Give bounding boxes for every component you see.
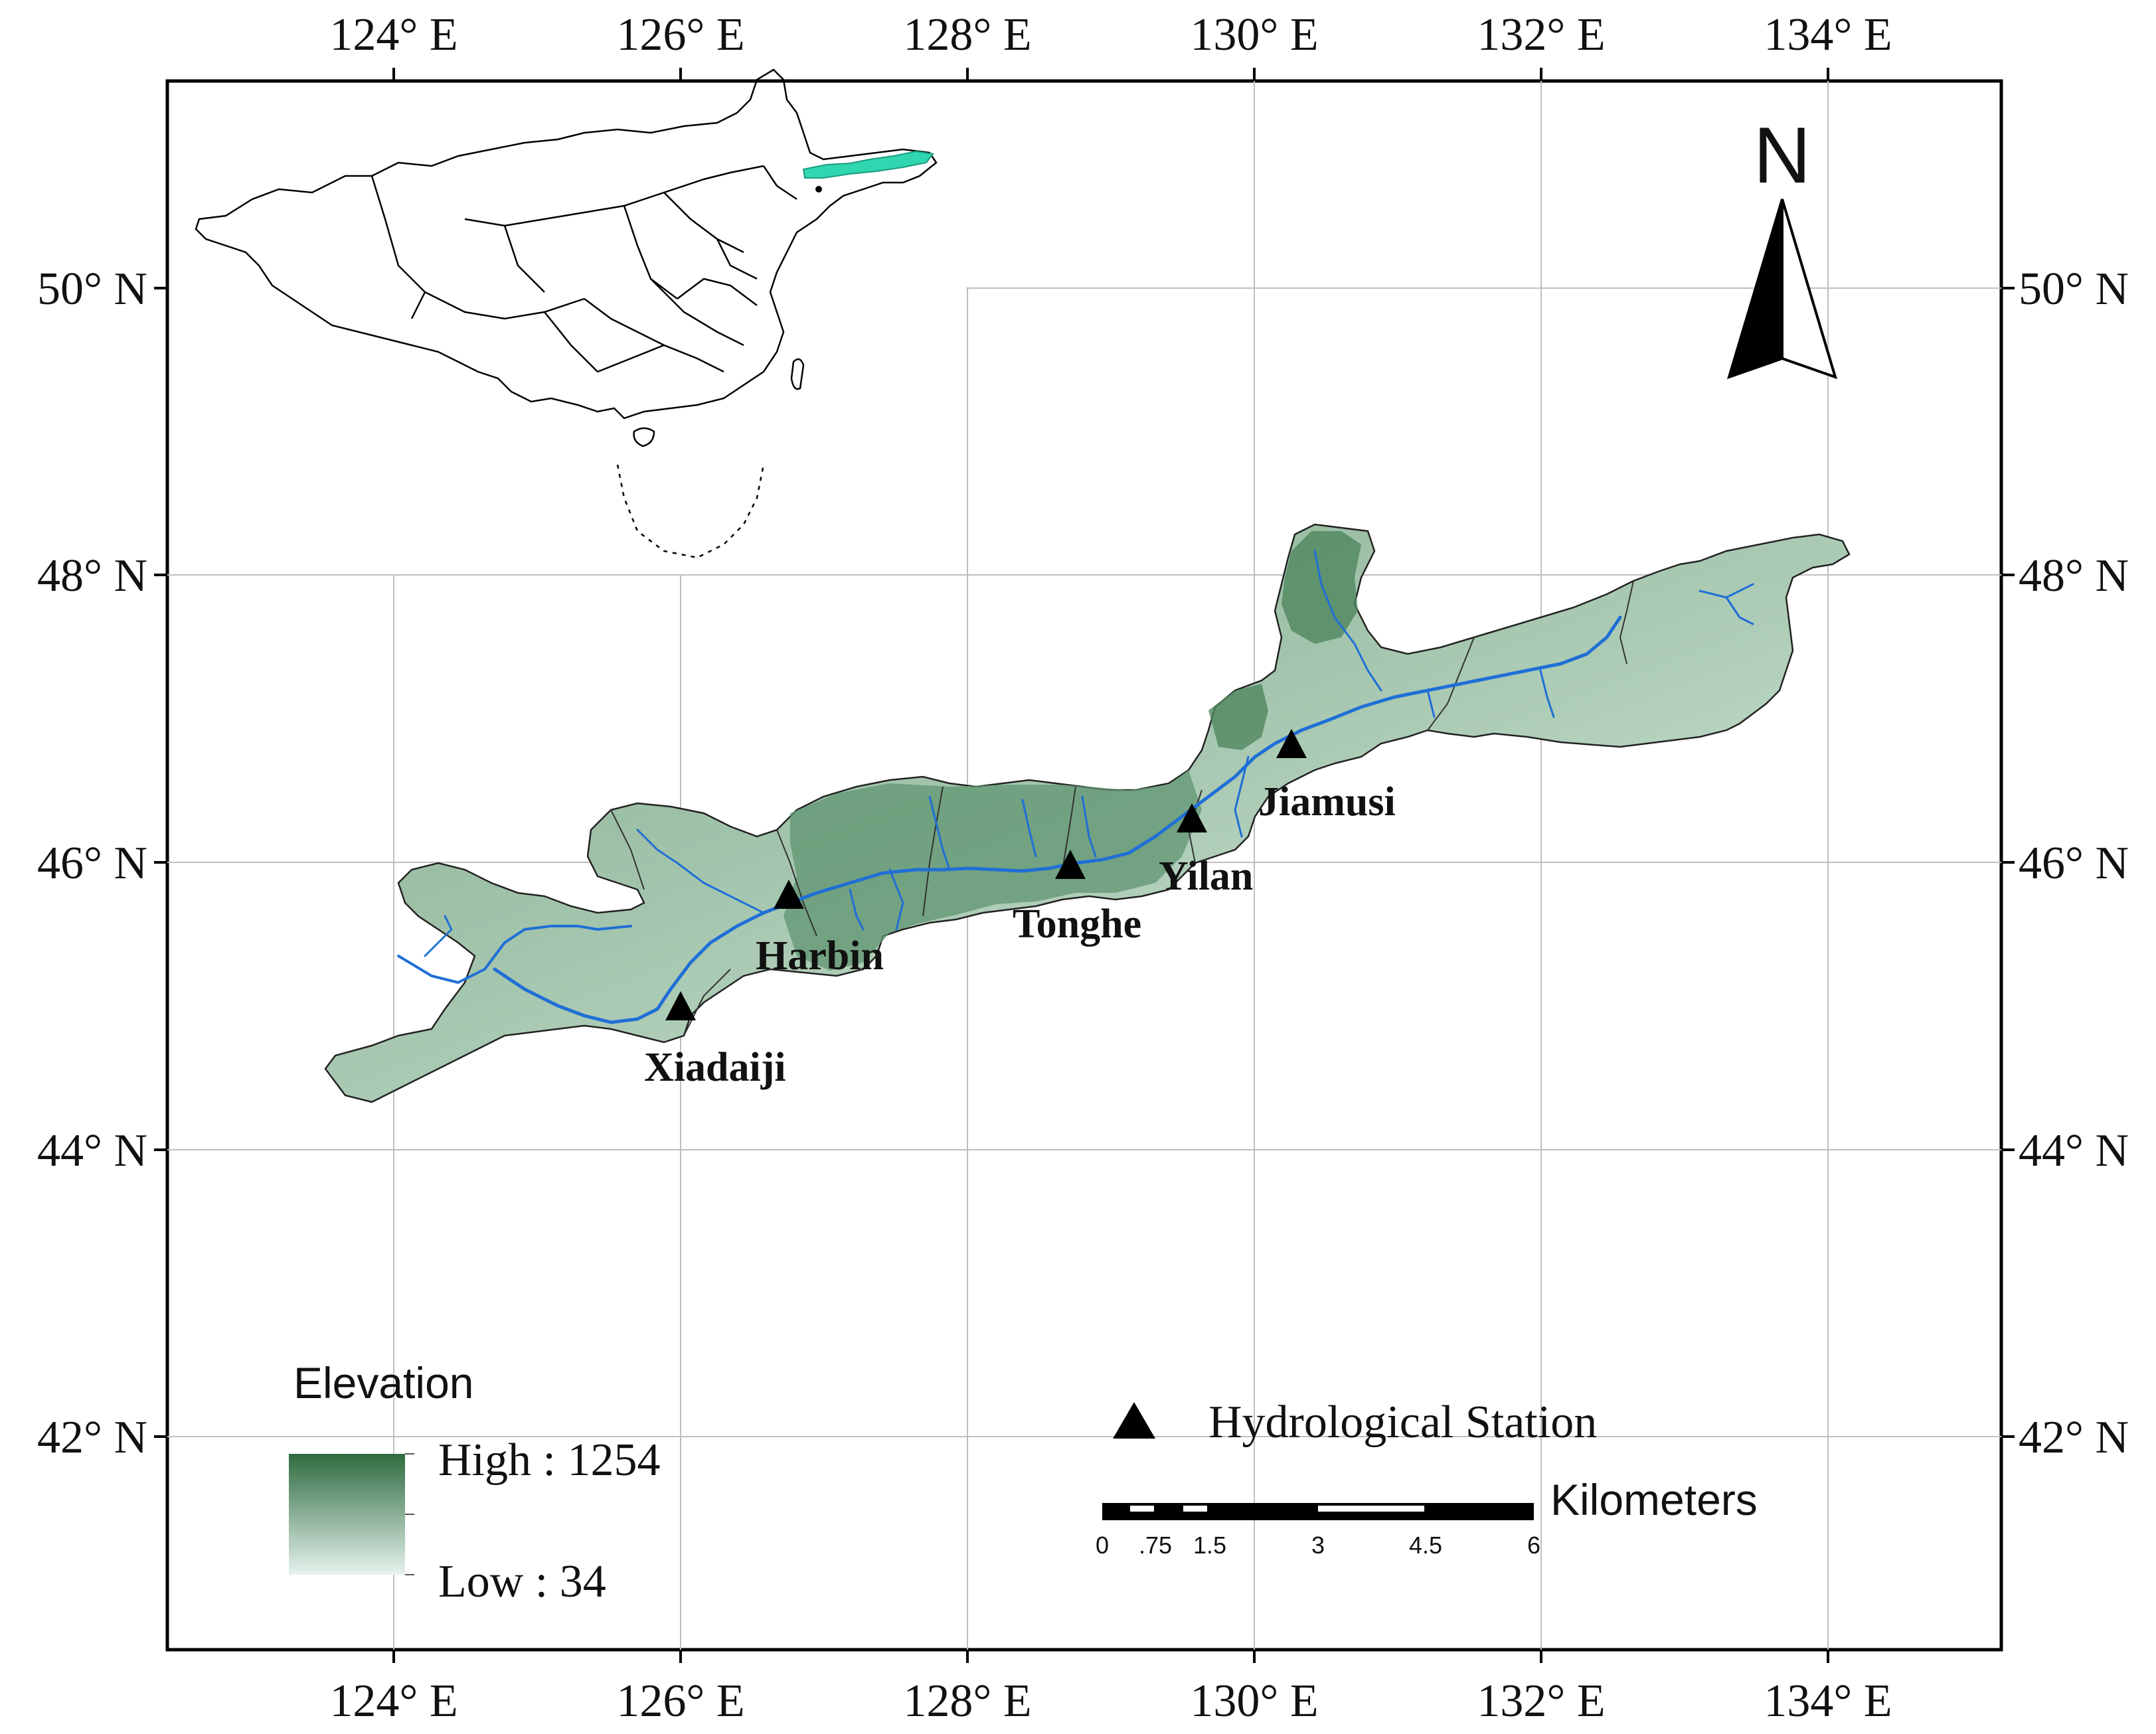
lon-label-124-top: 124° E xyxy=(329,9,457,60)
tributary-nen xyxy=(397,925,632,984)
scale-bar: Kilometers 0 .75 1.5 3 4.5 6 xyxy=(1096,1475,1758,1559)
station-marker-jiamusi xyxy=(1276,729,1307,758)
stations: Xiadaiji Harbin Tonghe Yilan Jiamusi xyxy=(644,729,1396,1090)
scale-tick-1: .75 xyxy=(1139,1532,1172,1559)
tributary-mudan xyxy=(849,868,904,931)
inset-china-outline xyxy=(195,68,938,420)
north-arrow: N xyxy=(1726,111,1838,380)
scale-bar-unit: Kilometers xyxy=(1550,1475,1758,1524)
river-network xyxy=(397,550,1754,1024)
frame-ticks xyxy=(154,68,2015,1663)
lon-label-128-bottom: 128° E xyxy=(903,1676,1031,1727)
elevation-gradient-swatch xyxy=(289,1454,405,1575)
inset-province-lines xyxy=(371,165,797,373)
inset-south-sea-islands xyxy=(616,464,765,559)
basin-mountains-mid xyxy=(1208,684,1268,750)
elevation-legend: Elevation High : 1254 Low : 34 xyxy=(289,1358,660,1607)
inset-basin-highlight xyxy=(802,150,934,179)
lat-label-50-left: 50° N xyxy=(37,264,147,315)
station-marker-yilan xyxy=(1177,803,1207,832)
lon-label-130-bottom: 130° E xyxy=(1190,1676,1318,1727)
scale-tick-0: 0 xyxy=(1096,1532,1109,1559)
station-label-harbin: Harbin xyxy=(756,933,884,979)
tributary-lower xyxy=(1234,755,1250,838)
lon-labels-bottom: 124° E 126° E 128° E 130° E 132° E 134° … xyxy=(329,1676,1892,1727)
scale-tick-3: 3 xyxy=(1311,1532,1325,1559)
lon-label-128-top: 128° E xyxy=(903,9,1031,60)
station-label-jiamusi: Jiamusi xyxy=(1258,779,1396,825)
elevation-legend-title: Elevation xyxy=(293,1358,474,1407)
station-legend-label: Hydrological Station xyxy=(1208,1397,1597,1448)
station-legend-icon xyxy=(1113,1402,1155,1439)
station-marker-harbin xyxy=(774,880,804,909)
station-label-tonghe: Tonghe xyxy=(1013,902,1141,947)
lat-label-44-left: 44° N xyxy=(37,1125,147,1176)
tributary-tangwang xyxy=(928,795,1097,871)
basin-mountains-north xyxy=(1282,531,1361,644)
lon-label-132-top: 132° E xyxy=(1477,9,1605,60)
inset-hainan xyxy=(633,427,655,447)
lat-label-46-left: 46° N xyxy=(37,838,147,889)
tributary-east xyxy=(1426,669,1555,718)
inset-china-map xyxy=(195,68,938,559)
tributary-north xyxy=(1313,550,1382,692)
scale-tick-5: 6 xyxy=(1527,1532,1540,1559)
inset-taiwan xyxy=(790,358,805,390)
tributary-hulan xyxy=(636,828,765,914)
lat-label-50-right: 50° N xyxy=(2019,264,2129,315)
elevation-low-label: Low : 34 xyxy=(438,1556,606,1607)
lat-labels-left: 50° N 48° N 46° N 44° N 42° N xyxy=(37,264,147,1463)
lon-label-132-bottom: 132° E xyxy=(1477,1676,1605,1727)
lat-label-44-right: 44° N xyxy=(2019,1125,2129,1176)
lon-label-134-bottom: 134° E xyxy=(1764,1676,1892,1727)
station-marker-xiadaiji xyxy=(665,991,696,1020)
lat-label-48-left: 48° N xyxy=(37,550,147,601)
north-arrow-label: N xyxy=(1754,111,1811,200)
north-arrow-right-half xyxy=(1781,198,1838,380)
lon-label-124-bottom: 124° E xyxy=(329,1676,457,1727)
scale-tick-2: 1.5 xyxy=(1193,1532,1226,1559)
lat-label-46-right: 46° N xyxy=(2019,838,2129,889)
lon-labels-top: 124° E 126° E 128° E 130° E 132° E 134° … xyxy=(329,9,1892,60)
scale-tick-4: 4.5 xyxy=(1409,1532,1442,1559)
lon-label-134-top: 134° E xyxy=(1764,9,1892,60)
station-label-yilan: Yilan xyxy=(1159,854,1253,899)
tributary-northeast xyxy=(1699,583,1754,625)
lon-label-130-top: 130° E xyxy=(1190,9,1318,60)
station-legend: Hydrological Station xyxy=(1113,1397,1597,1448)
station-marker-tonghe xyxy=(1055,850,1086,879)
lat-label-48-right: 48° N xyxy=(2019,550,2129,601)
inset-location-dot xyxy=(815,186,822,193)
elevation-high-label: High : 1254 xyxy=(438,1435,660,1486)
lat-label-42-right: 42° N xyxy=(2019,1412,2129,1463)
tributary-songhua-south xyxy=(424,915,453,957)
lat-label-42-left: 42° N xyxy=(37,1412,147,1463)
lat-labels-right: 50° N 48° N 46° N 44° N 42° N xyxy=(2019,264,2129,1463)
lon-label-126-bottom: 126° E xyxy=(616,1676,744,1727)
lon-label-126-top: 126° E xyxy=(616,9,744,60)
station-label-xiadaiji: Xiadaiji xyxy=(644,1045,786,1090)
